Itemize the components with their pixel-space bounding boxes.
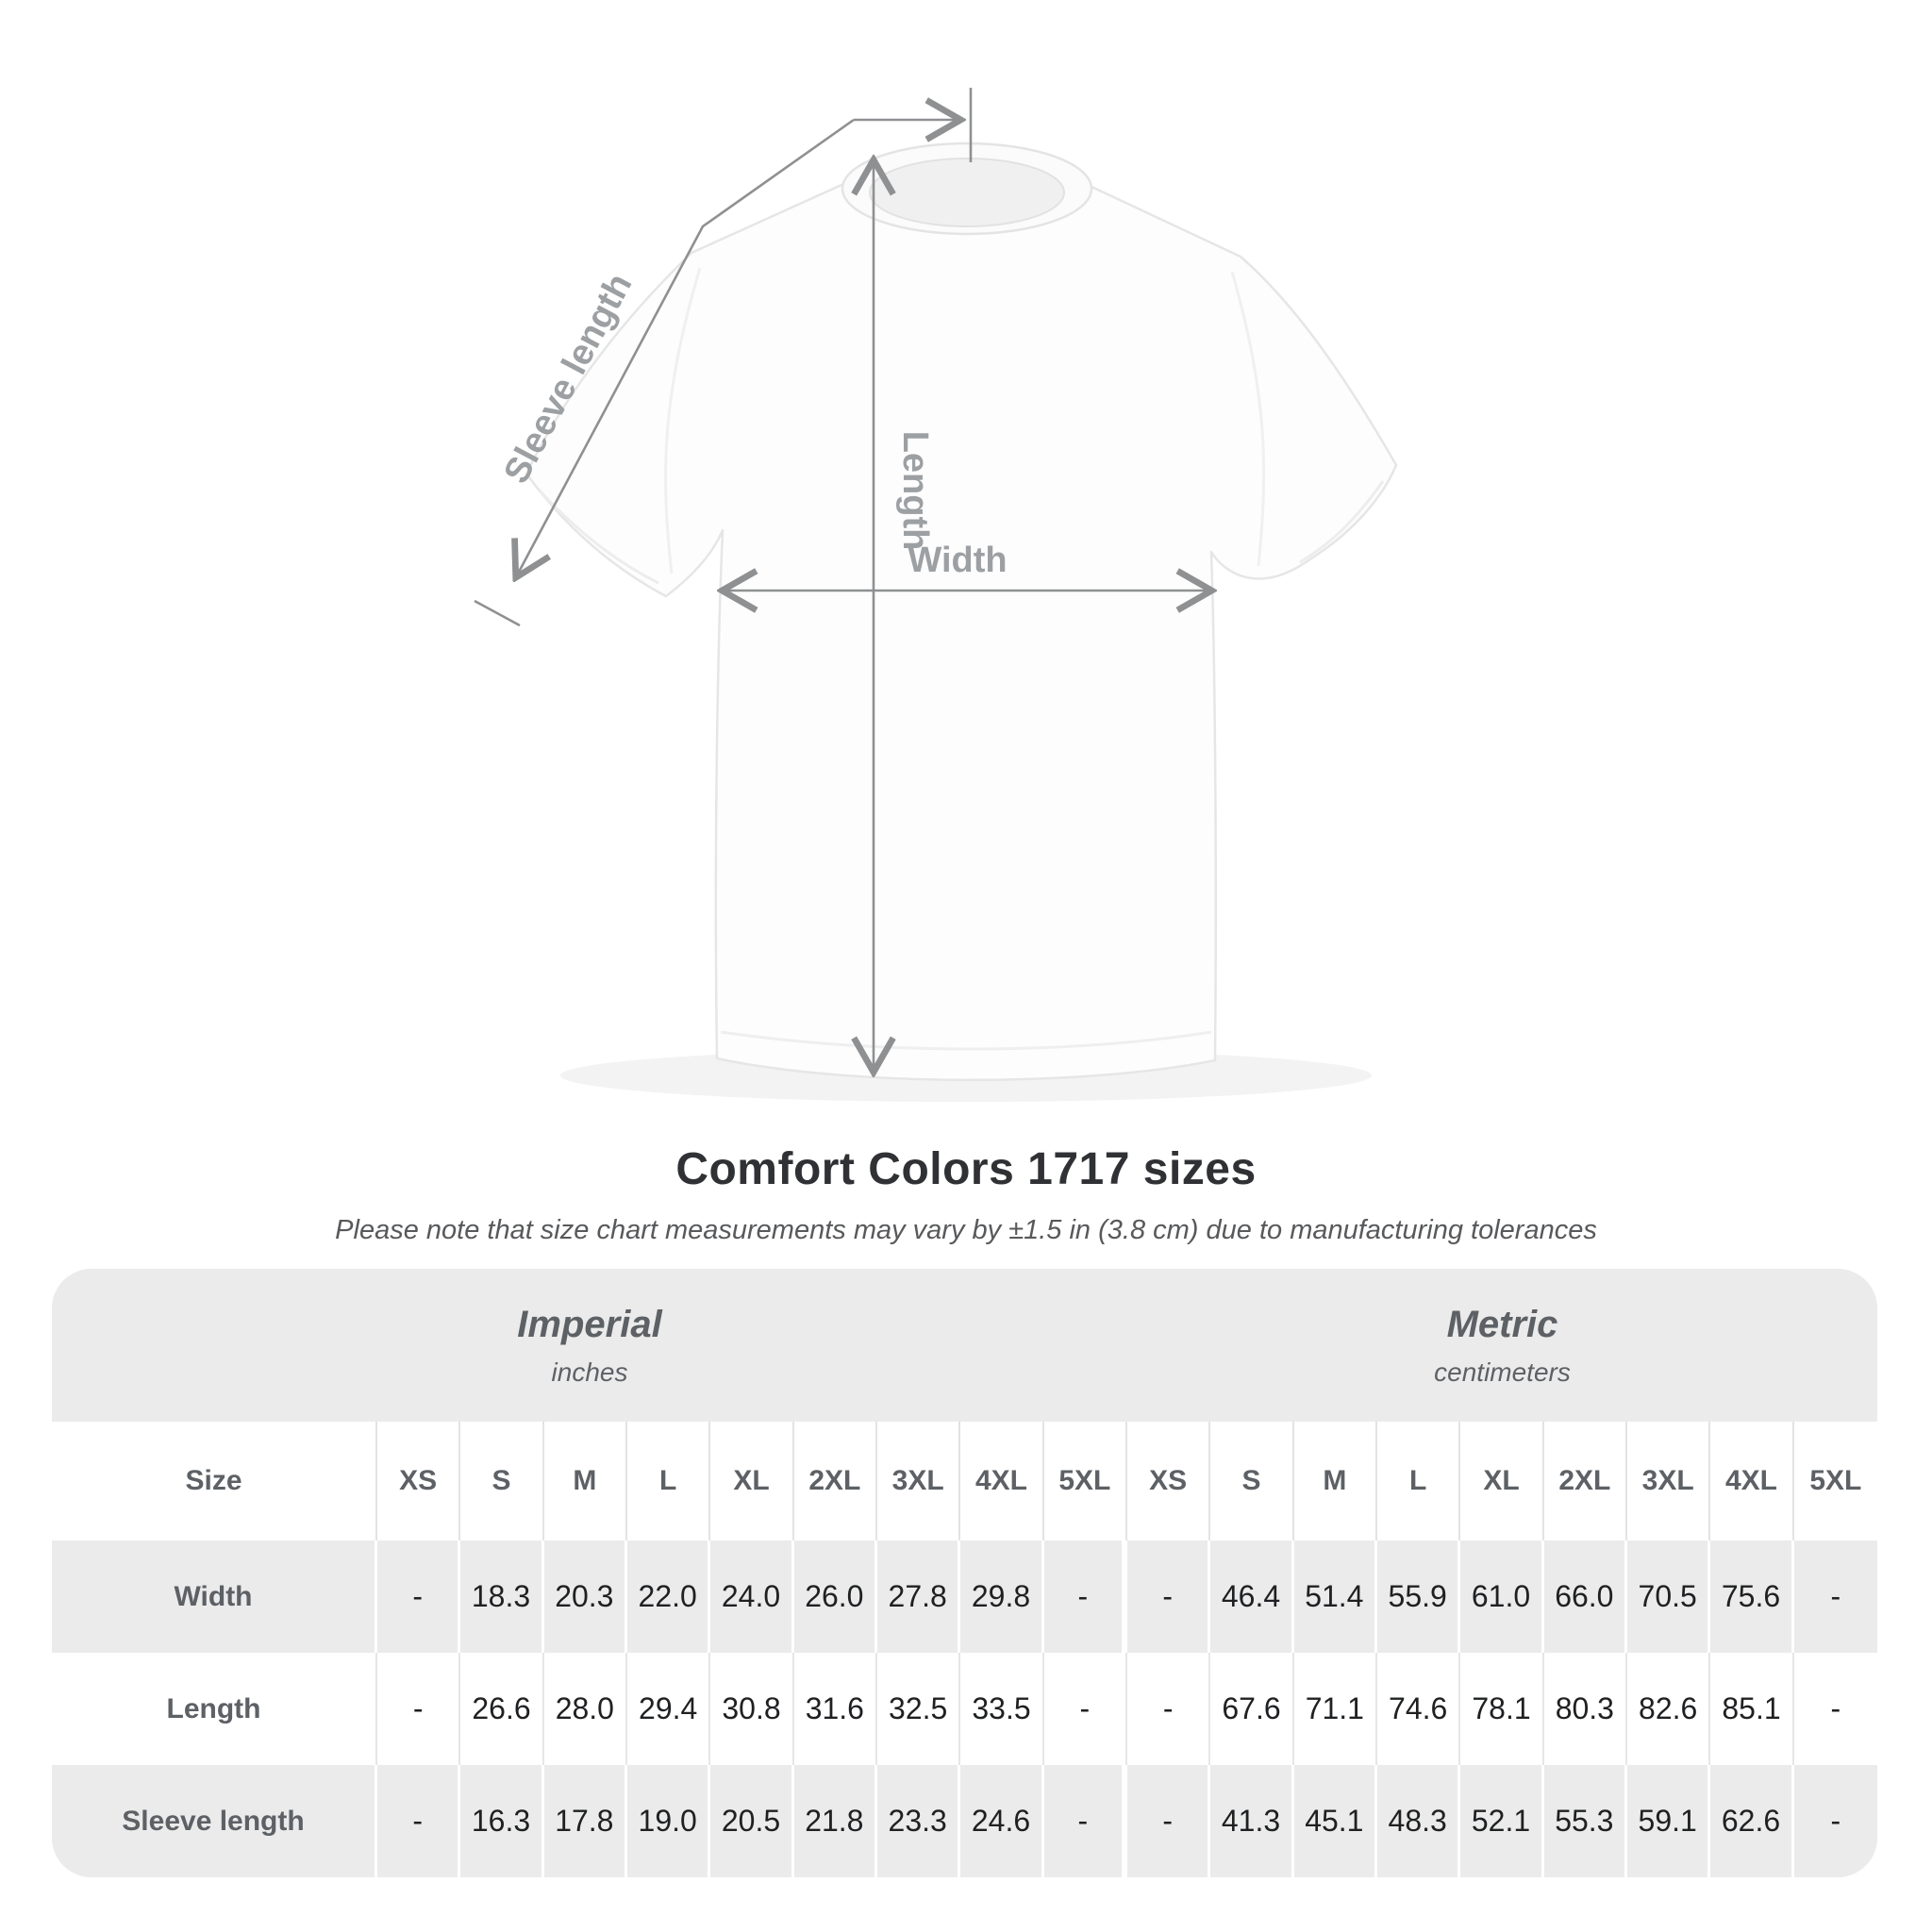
metric-unit-header: Metric centimeters xyxy=(1127,1269,1877,1422)
imperial-value-cell: 20.5 xyxy=(710,1765,794,1877)
tshirt-body xyxy=(525,154,1398,1081)
metric-value-cell: 85.1 xyxy=(1710,1653,1794,1765)
metric-value-cell: 51.4 xyxy=(1293,1541,1377,1653)
metric-value-cell: 59.1 xyxy=(1627,1765,1711,1877)
imperial-value-cell: 31.6 xyxy=(793,1653,877,1765)
metric-value-cell: 45.1 xyxy=(1293,1765,1377,1877)
right-sleeve-hem-seam xyxy=(1299,480,1385,564)
imperial-value-cell: 17.8 xyxy=(543,1765,627,1877)
metric-value-cell: 62.6 xyxy=(1710,1765,1794,1877)
metric-value-cell: 61.0 xyxy=(1460,1541,1544,1653)
metric-value-cell: 48.3 xyxy=(1377,1765,1461,1877)
size-chart-table: Imperial inches Metric centimeters Size X… xyxy=(52,1269,1877,1877)
imperial-size-col-header: XS xyxy=(377,1422,461,1541)
imperial-value-cell: 16.3 xyxy=(460,1765,544,1877)
metric-value-cell: - xyxy=(1127,1765,1211,1877)
metric-size-col-header: XS xyxy=(1127,1422,1211,1541)
row-label: Length xyxy=(52,1653,377,1765)
metric-size-col-header: 4XL xyxy=(1710,1422,1794,1541)
metric-value-cell: - xyxy=(1793,1765,1877,1877)
metric-size-col-header: 5XL xyxy=(1793,1422,1877,1541)
imperial-value-cell: - xyxy=(1043,1653,1127,1765)
imperial-value-cell: 20.3 xyxy=(543,1541,627,1653)
imperial-value-cell: - xyxy=(1043,1541,1127,1653)
left-armhole-seam xyxy=(664,267,702,575)
metric-value-cell: 55.9 xyxy=(1377,1541,1461,1653)
metric-size-col-header: 2XL xyxy=(1543,1422,1627,1541)
imperial-value-cell: 18.3 xyxy=(460,1541,544,1653)
imperial-value-cell: 22.0 xyxy=(627,1541,711,1653)
metric-size-col-header: XL xyxy=(1460,1422,1544,1541)
imperial-value-cell: 26.6 xyxy=(460,1653,544,1765)
imperial-value-cell: - xyxy=(1043,1765,1127,1877)
imperial-value-cell: - xyxy=(377,1653,461,1765)
metric-value-cell: 66.0 xyxy=(1543,1541,1627,1653)
imperial-value-cell: 23.3 xyxy=(877,1765,961,1877)
imperial-value-cell: 21.8 xyxy=(793,1765,877,1877)
imperial-value-cell: 28.0 xyxy=(543,1653,627,1765)
imperial-size-col-header: S xyxy=(460,1422,544,1541)
metric-size-col-header: L xyxy=(1377,1422,1461,1541)
metric-value-cell: - xyxy=(1127,1541,1211,1653)
metric-value-cell: 52.1 xyxy=(1460,1765,1544,1877)
metric-value-cell: - xyxy=(1127,1653,1211,1765)
imperial-size-col-header: 4XL xyxy=(960,1422,1044,1541)
metric-label: Metric xyxy=(1446,1303,1558,1345)
collar-inner xyxy=(869,158,1065,227)
row-label: Sleeve length xyxy=(52,1765,377,1877)
imperial-value-cell: 19.0 xyxy=(627,1765,711,1877)
imperial-size-col-header: 5XL xyxy=(1043,1422,1127,1541)
imperial-value-cell: 33.5 xyxy=(960,1653,1044,1765)
imperial-size-col-header: M xyxy=(543,1422,627,1541)
metric-size-col-header: S xyxy=(1210,1422,1294,1541)
metric-value-cell: 41.3 xyxy=(1210,1765,1294,1877)
metric-value-cell: 67.6 xyxy=(1210,1653,1294,1765)
bottom-hem-seam xyxy=(720,1030,1212,1051)
metric-value-cell: 75.6 xyxy=(1710,1541,1794,1653)
imperial-value-cell: 26.0 xyxy=(793,1541,877,1653)
metric-size-col-header: 3XL xyxy=(1627,1422,1711,1541)
imperial-value-cell: 29.8 xyxy=(960,1541,1044,1653)
metric-value-cell: 74.6 xyxy=(1377,1653,1461,1765)
imperial-value-cell: 32.5 xyxy=(877,1653,961,1765)
metric-value-cell: 78.1 xyxy=(1460,1653,1544,1765)
imperial-value-cell: 29.4 xyxy=(627,1653,711,1765)
imperial-unit-header: Imperial inches xyxy=(52,1269,1127,1422)
page-title: Comfort Colors 1717 sizes xyxy=(675,1144,1257,1194)
imperial-size-col-header: 2XL xyxy=(793,1422,877,1541)
metric-size-col-header: M xyxy=(1293,1422,1377,1541)
imperial-value-cell: - xyxy=(377,1541,461,1653)
tshirt-measurement-diagram: Sleeve length Length Width xyxy=(474,88,1398,1102)
tolerance-note: Please note that size chart measurements… xyxy=(335,1215,1597,1245)
imperial-size-col-header: XL xyxy=(710,1422,794,1541)
imperial-unit: inches xyxy=(551,1357,628,1387)
sleeve-end-tick xyxy=(474,599,521,627)
right-armhole-seam xyxy=(1230,271,1266,567)
imperial-size-col-header: L xyxy=(627,1422,711,1541)
metric-value-cell: 82.6 xyxy=(1627,1653,1711,1765)
dimension-lines xyxy=(474,88,1209,1070)
row-label: Width xyxy=(52,1541,377,1653)
sleeve-dimension-line xyxy=(517,118,855,575)
metric-value-cell: 55.3 xyxy=(1543,1765,1627,1877)
imperial-value-cell: 27.8 xyxy=(877,1541,961,1653)
imperial-value-cell: 24.6 xyxy=(960,1765,1044,1877)
metric-value-cell: 46.4 xyxy=(1210,1541,1294,1653)
imperial-size-col-header: 3XL xyxy=(877,1422,961,1541)
imperial-value-cell: 30.8 xyxy=(710,1653,794,1765)
metric-value-cell: - xyxy=(1793,1541,1877,1653)
metric-unit: centimeters xyxy=(1434,1357,1571,1387)
size-header-cell: Size xyxy=(52,1422,377,1541)
imperial-label: Imperial xyxy=(517,1303,662,1345)
imperial-value-cell: 24.0 xyxy=(710,1541,794,1653)
metric-value-cell: 71.1 xyxy=(1293,1653,1377,1765)
length-label: Length xyxy=(895,431,935,551)
imperial-value-cell: - xyxy=(377,1765,461,1877)
metric-value-cell: - xyxy=(1793,1653,1877,1765)
tshirt-diagram-svg: Sleeve length Length Width xyxy=(474,88,1398,1102)
width-label: Width xyxy=(908,541,1007,580)
metric-value-cell: 80.3 xyxy=(1543,1653,1627,1765)
metric-value-cell: 70.5 xyxy=(1627,1541,1711,1653)
